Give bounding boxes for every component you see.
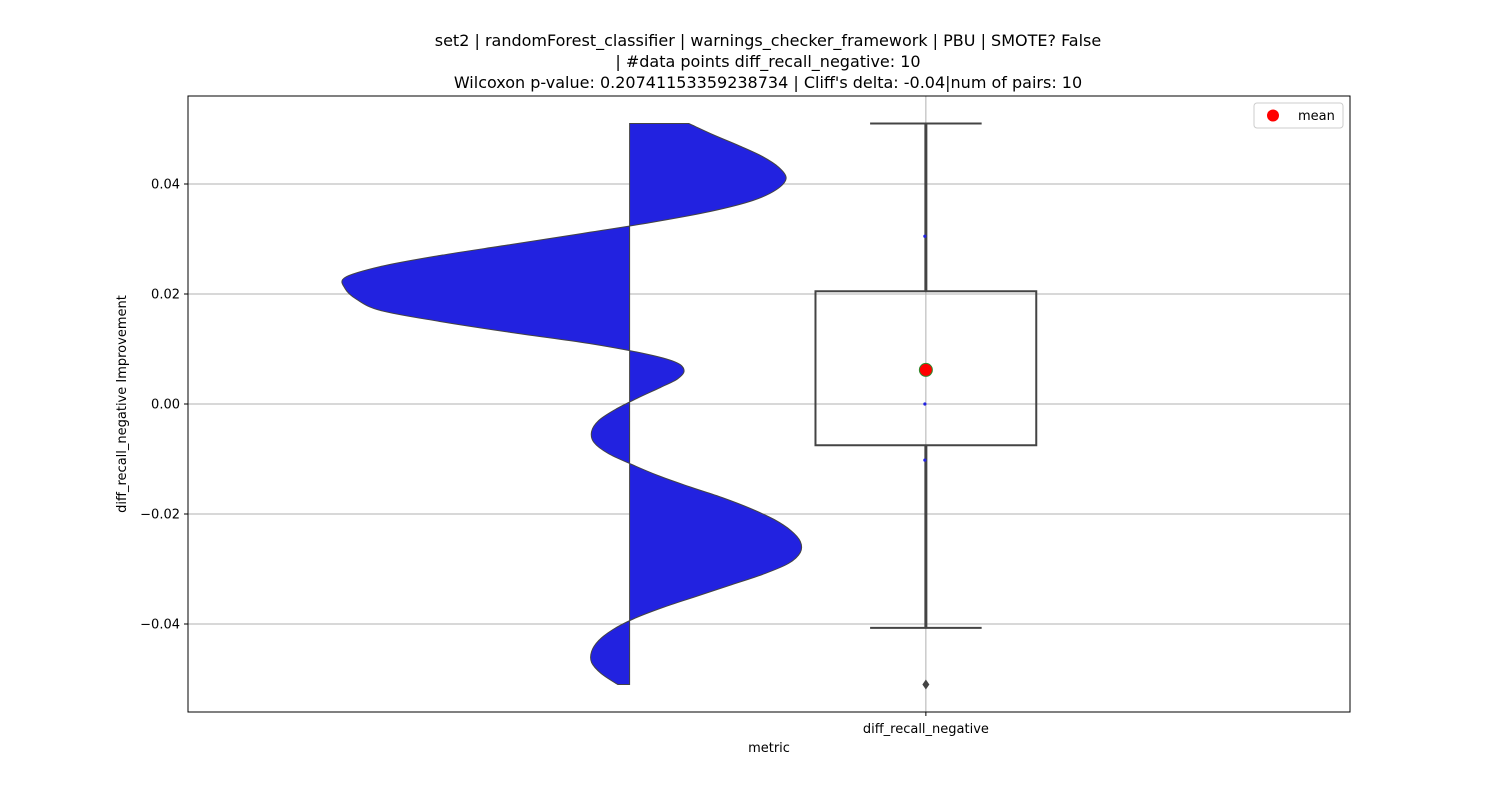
title-line-2: | #data points diff_recall_negative: 10 [615,52,920,72]
legend-frame [1253,102,1344,129]
data-point [923,234,927,238]
outlier-point [922,679,930,690]
y-tick-label: −0.04 [140,618,180,633]
y-tick-label: 0.02 [151,288,180,303]
y-tick-label: 0.04 [151,178,180,193]
legend: mean [1253,102,1344,129]
legend-mean-marker [1267,109,1279,122]
x-axis-ticks: diff_recall_negative [863,712,989,737]
mean-marker [918,362,933,377]
title-line-1: set2 | randomForest_classifier | warning… [435,31,1101,51]
data-point [923,402,927,406]
data-point [923,458,927,462]
violin-layer [341,123,803,685]
y-axis-ticks: −0.04 −0.02 0.00 0.02 0.04 [140,178,188,633]
legend-mean-label: mean [1298,109,1335,124]
y-tick-label: −0.02 [140,508,180,523]
title-line-3: Wilcoxon p-value: 0.20741153359238734 | … [454,73,1082,92]
chart-title: set2 | randomForest_classifier | warning… [435,31,1101,92]
y-tick-label: 0.00 [151,398,180,413]
y-axis-label: diff_recall_negative Improvement [115,295,130,513]
x-tick-label: diff_recall_negative [863,722,989,737]
violin-body [341,123,803,685]
x-axis-label: metric [748,741,790,756]
boxplot-layer [814,122,1038,690]
